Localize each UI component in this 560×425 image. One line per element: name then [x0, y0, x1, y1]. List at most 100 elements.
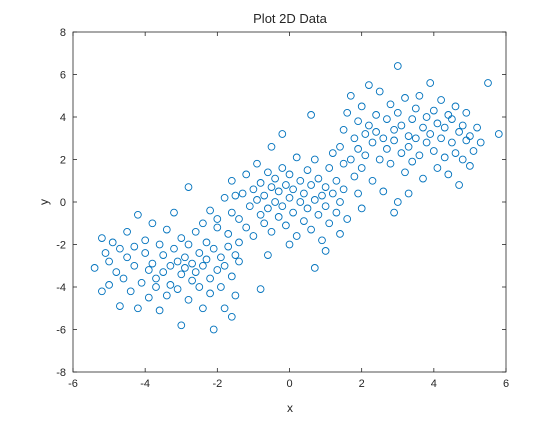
- scatter-point: [202, 255, 211, 264]
- scatter-point: [152, 274, 160, 283]
- scatter-point: [105, 257, 113, 266]
- scatter-point: [318, 191, 326, 200]
- y-tick-label: 8: [60, 27, 66, 39]
- scatter-point: [173, 257, 182, 266]
- scatter-point: [458, 121, 467, 130]
- y-axis-ticks: -8 -6 -4 -2 0 2 4 6 8: [56, 27, 506, 379]
- scatter-point: [206, 206, 214, 215]
- scatter-point: [282, 221, 290, 230]
- scatter-point: [209, 325, 218, 334]
- scatter-point: [307, 225, 315, 234]
- scatter-point: [249, 232, 258, 240]
- scatter-point: [177, 270, 186, 279]
- scatter-point: [303, 204, 312, 213]
- scatter-point: [231, 251, 240, 259]
- scatter-point: [321, 183, 330, 191]
- y-tick-label: -2: [56, 240, 66, 252]
- scatter-point: [437, 96, 445, 104]
- scatter-point: [419, 174, 427, 183]
- x-axis-label: x: [287, 401, 293, 415]
- scatter-point: [199, 219, 207, 228]
- y-tick-label: -8: [56, 367, 66, 379]
- scatter-point: [220, 304, 229, 313]
- scatter-point: [217, 253, 225, 262]
- scatter-point: [285, 170, 294, 179]
- scatter-point: [339, 159, 348, 168]
- x-tick-label: -2: [212, 378, 222, 390]
- scatter-point: [116, 244, 124, 253]
- scatter-point: [357, 164, 366, 172]
- scatter-point: [184, 183, 193, 191]
- scatter-point: [383, 145, 391, 153]
- scatter-point: [155, 306, 164, 315]
- scatter-point: [393, 62, 402, 70]
- scatter-point: [278, 130, 287, 138]
- scatter-point: [213, 215, 222, 223]
- scatter-point: [408, 157, 417, 166]
- scatter-point: [383, 115, 391, 123]
- scatter-point: [336, 230, 344, 238]
- y-tick-label: -4: [56, 282, 66, 294]
- scatter-point: [98, 234, 106, 242]
- scatter-point: [264, 204, 272, 213]
- scatter-point: [346, 91, 355, 100]
- scatter-point: [199, 261, 207, 270]
- scatter-point: [375, 155, 384, 164]
- scatter-point: [289, 185, 297, 194]
- scatter-point: [444, 170, 453, 179]
- scatter-point: [141, 249, 150, 257]
- scatter-point: [411, 104, 420, 113]
- scatter-point: [419, 123, 427, 132]
- chart-title: Plot 2D Data: [253, 11, 327, 26]
- scatter-point: [209, 244, 218, 253]
- scatter-point: [390, 125, 398, 134]
- y-tick-label: 2: [60, 155, 66, 167]
- scatter-point: [343, 108, 352, 117]
- scatter-point: [134, 210, 142, 219]
- scatter-point: [217, 283, 225, 291]
- scatter-point: [368, 176, 377, 185]
- scatter-point: [137, 278, 146, 287]
- scatter-point: [220, 261, 229, 270]
- scatter-point: [253, 196, 261, 204]
- scatter-point: [325, 219, 334, 228]
- scatter-point: [339, 185, 348, 194]
- scatter-point: [289, 208, 297, 217]
- scatter-point: [354, 189, 362, 198]
- scatter-point: [437, 134, 445, 143]
- scatter-point: [141, 236, 150, 245]
- scatter-point: [451, 149, 460, 157]
- scatter-point: [440, 153, 449, 162]
- scatter-point: [213, 223, 222, 232]
- scatter-point: [433, 119, 442, 128]
- scatter-point: [123, 227, 131, 236]
- scatter-point: [375, 87, 384, 96]
- scatter-point: [440, 123, 449, 132]
- scatter-point: [393, 108, 402, 117]
- scatter-point: [365, 121, 373, 130]
- y-tick-label: 0: [60, 197, 66, 209]
- scatter-point: [314, 210, 323, 219]
- scatter-point: [494, 130, 503, 138]
- scatter-point: [213, 266, 222, 274]
- scatter-point: [397, 121, 406, 130]
- scatter-point: [397, 149, 406, 157]
- scatter-point: [372, 128, 380, 136]
- x-tick-label: -6: [68, 378, 78, 390]
- scatter-point: [224, 230, 233, 238]
- scatter-point: [466, 132, 474, 140]
- scatter-point: [278, 164, 287, 172]
- scatter-point: [325, 164, 334, 172]
- scatter-point: [292, 232, 301, 240]
- scatter-point: [264, 251, 272, 259]
- scatter-point: [202, 238, 211, 247]
- scatter-point: [404, 142, 413, 151]
- scatter-point: [455, 128, 463, 136]
- scatter-point: [455, 181, 463, 189]
- scatter-point: [426, 79, 435, 87]
- scatter-point: [166, 261, 175, 270]
- scatter-point: [411, 134, 420, 143]
- y-tick-label: -6: [56, 325, 66, 337]
